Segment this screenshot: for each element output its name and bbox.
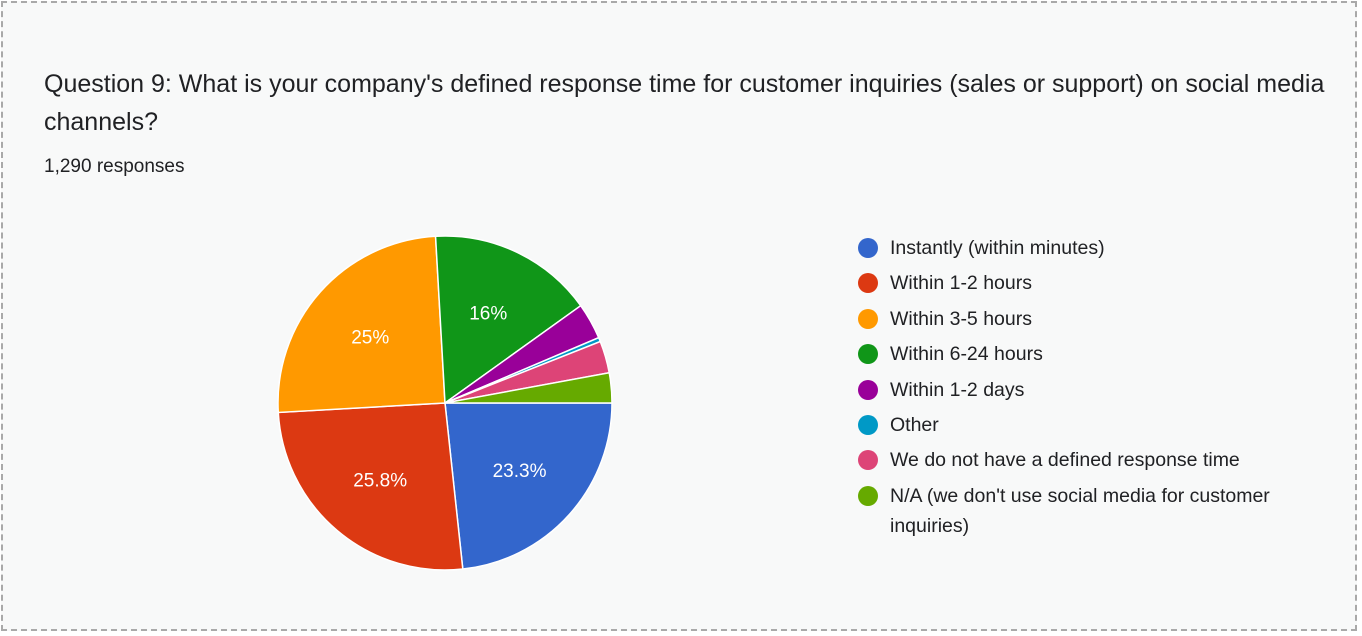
legend-label: Other <box>890 413 939 436</box>
legend-item[interactable]: Other <box>857 410 1300 440</box>
legend-swatch-icon <box>858 344 878 365</box>
legend-label: Within 6-24 hours <box>890 343 1043 366</box>
legend-label: Instantly (within minutes) <box>890 237 1105 259</box>
legend-item[interactable]: Within 1-2 hours <box>857 268 1300 298</box>
legend-swatch-icon <box>858 485 878 506</box>
legend-item[interactable]: Within 1-2 days <box>857 375 1300 405</box>
legend-item[interactable]: Within 3-5 hours <box>857 304 1300 334</box>
legend-label: We do not have a defined response time <box>890 449 1240 472</box>
legend-swatch-icon <box>858 308 878 329</box>
data-label: 23.3% <box>493 461 547 482</box>
pie-slice[interactable] <box>277 402 464 571</box>
pie-slice[interactable] <box>444 371 613 404</box>
data-label: 16% <box>469 304 507 325</box>
legend: Instantly (within minutes) Within 1-2 hou… <box>857 233 1300 546</box>
question-title: Question 9: What is your company's defin… <box>44 70 1325 136</box>
legend-swatch-icon <box>858 414 878 435</box>
legend-item[interactable]: Instantly (within minutes) <box>857 233 1300 263</box>
legend-label: Within 1-2 days <box>890 378 1025 401</box>
response-count: 1,290 responses <box>44 156 185 177</box>
legend-swatch-icon <box>858 450 878 471</box>
pie-slice[interactable] <box>444 402 613 570</box>
data-label: 25% <box>351 327 389 348</box>
legend-item[interactable]: Within 6-24 hours <box>857 339 1300 369</box>
legend-label: Within 3-5 hours <box>890 307 1032 330</box>
legend-label: N/A (we don't use social media for custo… <box>890 484 1270 537</box>
legend-swatch-icon <box>858 379 878 400</box>
legend-swatch-icon <box>858 273 878 294</box>
legend-label: Within 1-2 hours <box>890 272 1032 295</box>
legend-swatch-icon <box>858 238 878 258</box>
data-label: 25.8% <box>353 470 407 491</box>
pie-slice[interactable] <box>434 235 582 405</box>
pie-slice[interactable] <box>277 235 446 414</box>
legend-item[interactable]: We do not have a defined response time <box>857 445 1300 475</box>
legend-item[interactable]: N/A (we don't use social media for custo… <box>857 481 1300 541</box>
